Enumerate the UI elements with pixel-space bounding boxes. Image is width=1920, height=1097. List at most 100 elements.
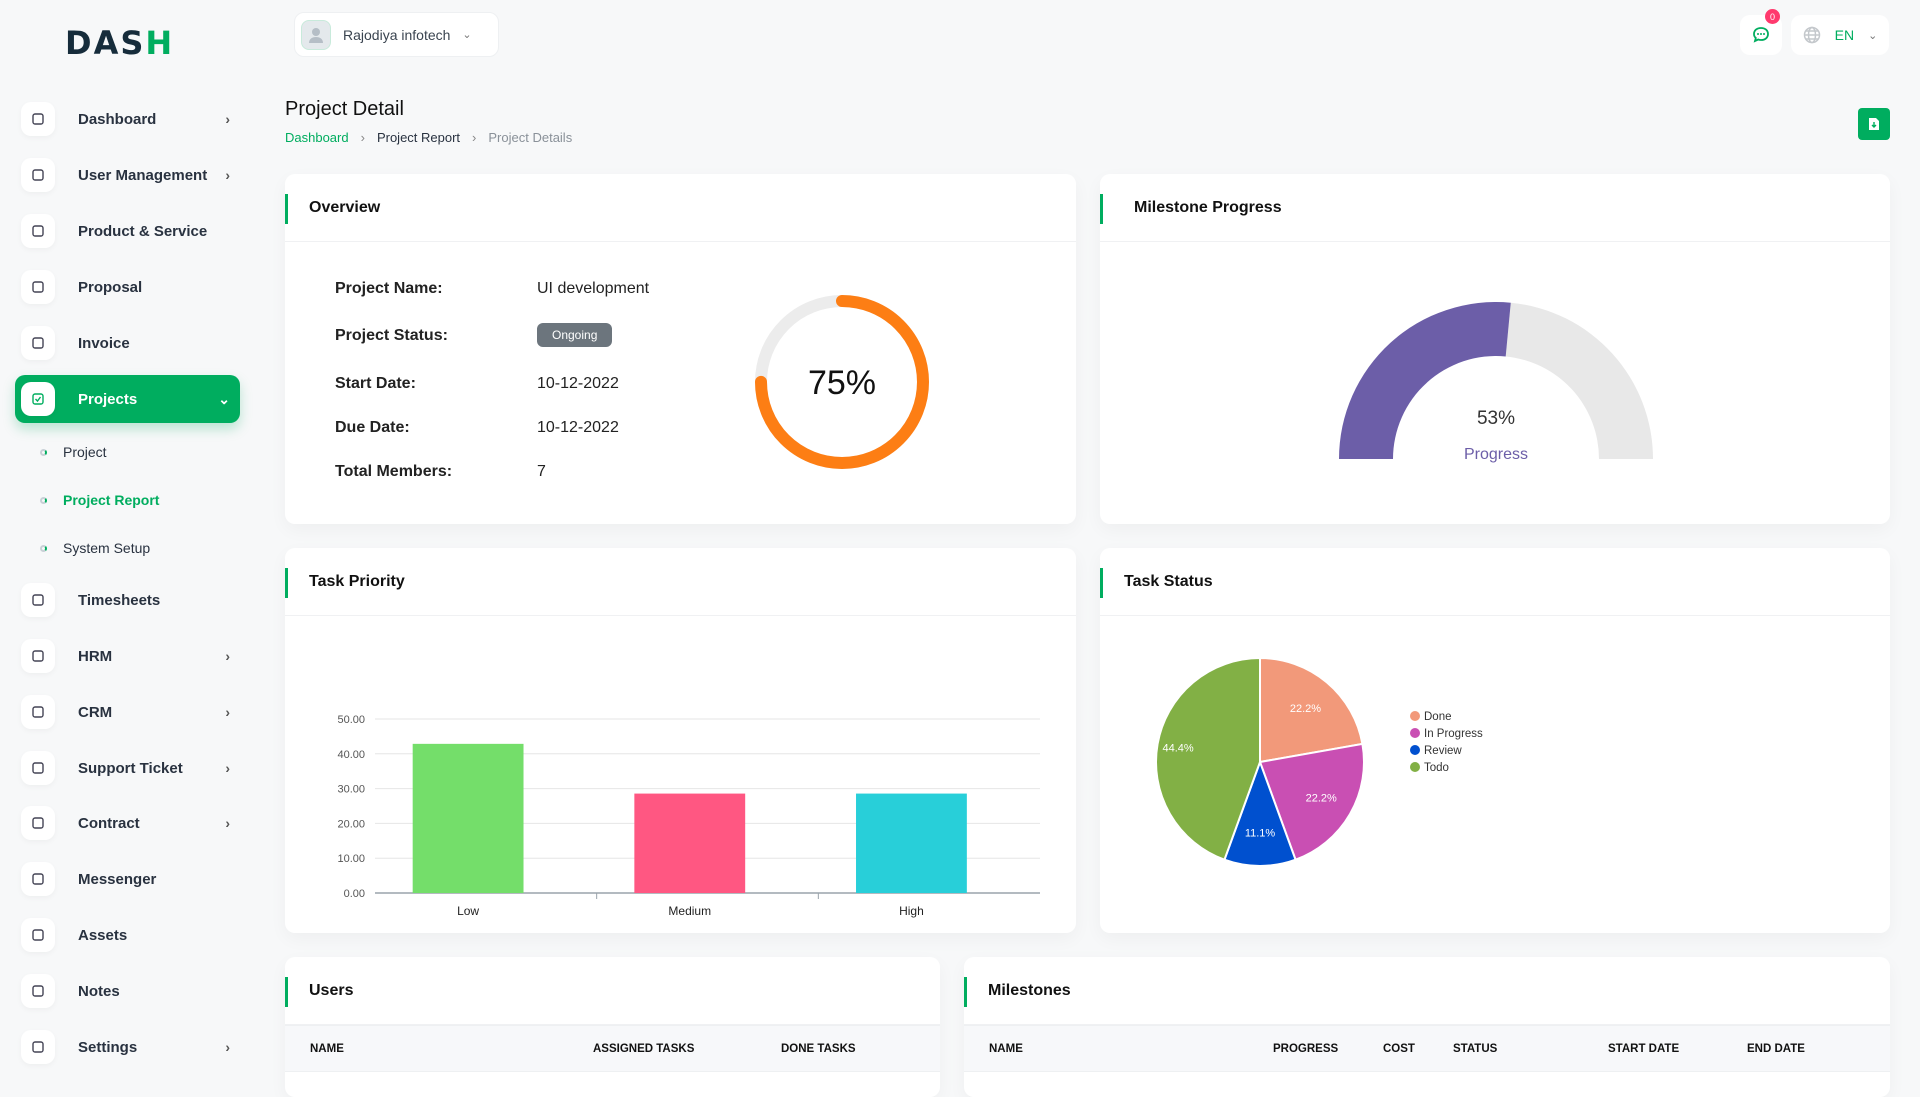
breadcrumb-dashboard[interactable]: Dashboard (285, 130, 349, 145)
legend-label[interactable]: In Progress (1424, 728, 1483, 740)
task-priority-card: Task Priority 0.00 10.00 20.00 30.00 40.00 50… (285, 548, 1076, 933)
sidebar-item-hrm[interactable]: HRM › (15, 632, 240, 680)
legend-label[interactable]: Done (1424, 711, 1452, 723)
sidebar-item-timesheets[interactable]: Timesheets (15, 576, 240, 624)
subitem-label: Project Report (63, 492, 160, 508)
chevron-down-icon: ⌄ (218, 390, 230, 407)
messages-button[interactable]: 0 (1740, 9, 1782, 55)
sidebar-item-contract[interactable]: Contract › (15, 799, 240, 847)
calculator-icon (21, 918, 55, 952)
sidebar-subitem-project[interactable]: Project (40, 444, 107, 460)
bar-medium[interactable] (634, 793, 746, 893)
sidebar-item-projects[interactable]: Projects ⌄ (15, 375, 240, 423)
x-tick-label: Low (457, 904, 479, 918)
column-header[interactable]: END DATE (1747, 1043, 1805, 1055)
sidebar-item-label: Contract (78, 814, 140, 832)
task-status-card: Task Status 22.2% Done 22.2% In Progress 11.… (1100, 548, 1890, 933)
users-icon (21, 158, 55, 192)
sidebar-item-label: Product & Service (78, 222, 208, 240)
sidebar-item-notes[interactable]: Notes (15, 967, 240, 1015)
field-label: Project Status: (335, 327, 448, 344)
sidebar-item-product-service[interactable]: Product & Service (15, 207, 240, 255)
task-status-pie-chart: 22.2% Done 22.2% In Progress 11.1% Review 44.4… (1155, 656, 1483, 867)
chevron-right-icon: › (225, 167, 230, 183)
subitem-label: Project (63, 444, 107, 460)
legend-marker (1410, 762, 1420, 772)
card-title: Task Priority (285, 548, 1076, 616)
pie-slice-done[interactable] (1259, 656, 1364, 764)
column-header[interactable]: STATUS (1453, 1043, 1498, 1055)
pie-slice-todo[interactable] (1155, 656, 1261, 862)
column-header[interactable]: PROGRESS (1273, 1043, 1339, 1055)
column-header[interactable]: NAME (989, 1043, 1023, 1055)
gear-icon (21, 1030, 55, 1064)
breadcrumb-project-report[interactable]: Project Report (376, 130, 461, 145)
field-value: UI development (537, 280, 650, 297)
notification-badge: 0 (1765, 9, 1780, 24)
pie-slice-review[interactable] (1223, 759, 1297, 867)
chevron-right-icon: › (225, 815, 230, 831)
sidebar-item-label: Settings (78, 1038, 138, 1056)
sidebar-item-label: Support Ticket (78, 759, 183, 777)
sidebar-item-support-ticket[interactable]: Support Ticket › (15, 744, 240, 792)
sidebar-item-messenger[interactable]: Messenger (15, 855, 240, 903)
sidebar-item-crm[interactable]: CRM › (15, 688, 240, 736)
sidebar-item-dashboard[interactable]: Dashboard › (15, 95, 240, 143)
calendar-icon (21, 974, 55, 1008)
y-tick-label: 50.00 (337, 714, 365, 726)
bar-low[interactable] (412, 743, 524, 893)
chevron-right-icon: › (225, 1039, 230, 1055)
gauge-track (1505, 302, 1653, 459)
page-title: Project Detail (285, 98, 404, 120)
card-title: Users (285, 957, 940, 1025)
chevron-down-icon: ⌄ (1868, 29, 1878, 42)
column-header[interactable]: NAME (310, 1043, 344, 1055)
slice-label: 22.2% (1290, 703, 1321, 715)
task-priority-bar-chart: 0.00 10.00 20.00 30.00 40.00 50.00 Low Medium Hi… (337, 714, 1040, 918)
sidebar-item-label: User Management (78, 166, 208, 184)
checkbox-icon (21, 382, 55, 416)
logo[interactable]: DASH (65, 24, 175, 62)
y-tick-label: 20.00 (337, 818, 365, 830)
sidebar-item-invoice[interactable]: Invoice (15, 319, 240, 367)
sidebar-item-label: Proposal (78, 278, 143, 296)
field-label: Due Date: (335, 419, 410, 436)
message-icon (21, 862, 55, 896)
sidebar-item-proposal[interactable]: Proposal (15, 263, 240, 311)
gauge-caption: Progress (1464, 446, 1528, 463)
breadcrumb-current: Project Details (488, 130, 573, 145)
chat-icon (1753, 27, 1769, 43)
chevron-right-icon: › (225, 704, 230, 720)
milestones-table-header: NAME PROGRESS COST STATUS START DATE END… (964, 1025, 1890, 1072)
overview-card: Overview Project Name: UI development Proj… (285, 174, 1076, 524)
x-tick-label: Medium (668, 904, 711, 918)
hrm-icon (21, 639, 55, 673)
sidebar-item-assets[interactable]: Assets (15, 911, 240, 959)
sidebar-item-user-management[interactable]: User Management › (15, 151, 240, 199)
chevron-right-icon: › (225, 760, 230, 776)
crm-icon (21, 695, 55, 729)
field-label: Total Members: (335, 463, 453, 480)
company-switcher[interactable]: Rajodiya infotech ⌄ (294, 12, 499, 57)
export-button[interactable] (1858, 108, 1890, 140)
column-header[interactable]: COST (1383, 1043, 1415, 1055)
legend-label[interactable]: Review (1424, 745, 1462, 757)
sidebar-item-label: Dashboard (78, 110, 157, 128)
column-header[interactable]: ASSIGNED TASKS (593, 1043, 695, 1055)
users-table-header: NAME ASSIGNED TASKS DONE TASKS (285, 1025, 940, 1072)
milestone-gauge: 53% Progress (1339, 302, 1653, 463)
sidebar-item-label: Projects (78, 390, 138, 408)
y-tick-label: 40.00 (337, 749, 365, 761)
bar-high[interactable] (856, 793, 967, 893)
avatar (301, 19, 331, 50)
language-selector[interactable]: EN ⌄ (1791, 15, 1889, 55)
sidebar-item-settings[interactable]: Settings › (15, 1023, 240, 1071)
sidebar-item-label: HRM (78, 647, 113, 665)
column-header[interactable]: START DATE (1608, 1043, 1680, 1055)
sidebar-subitem-project-report[interactable]: Project Report (40, 492, 159, 508)
column-header[interactable]: DONE TASKS (781, 1043, 856, 1055)
sidebar-subitem-system-setup[interactable]: System Setup (40, 540, 150, 556)
field-value: 10-12-2022 (537, 375, 619, 392)
users-card: Users NAME ASSIGNED TASKS DONE TASKS (285, 957, 940, 1097)
legend-label[interactable]: Todo (1424, 762, 1449, 774)
